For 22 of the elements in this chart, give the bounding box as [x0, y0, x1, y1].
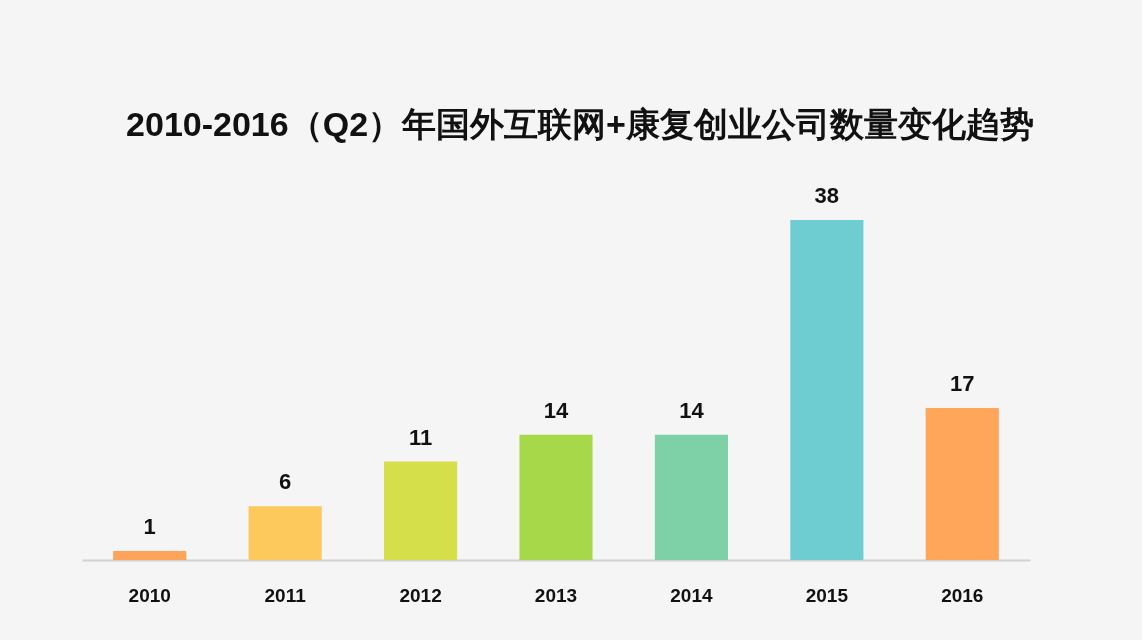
- data-label: 14: [679, 397, 705, 423]
- x-tick-label: 2016: [941, 584, 984, 606]
- data-label: 38: [814, 183, 840, 208]
- data-label: 6: [279, 469, 292, 495]
- x-tick-label: 2013: [534, 584, 578, 606]
- bar: [113, 551, 187, 560]
- bar: [248, 506, 322, 560]
- data-label: 14: [543, 397, 569, 423]
- x-tick-label: 2015: [805, 584, 849, 606]
- bar: [790, 220, 864, 560]
- chart-title: 2010-2016（Q2）年国外互联网+康复创业公司数量变化趋势: [126, 105, 1034, 143]
- x-tick-label: 2010: [128, 584, 171, 606]
- data-label: 1: [143, 514, 156, 540]
- bar: [384, 461, 458, 560]
- bar: [925, 407, 999, 560]
- bar: [654, 434, 728, 560]
- x-tick-label: 2012: [399, 584, 442, 606]
- x-tick-label: 2014: [670, 584, 713, 606]
- x-tick-label: 2011: [264, 584, 307, 606]
- data-label: 17: [950, 370, 975, 396]
- bar: [519, 434, 593, 560]
- data-label: 11: [408, 424, 433, 450]
